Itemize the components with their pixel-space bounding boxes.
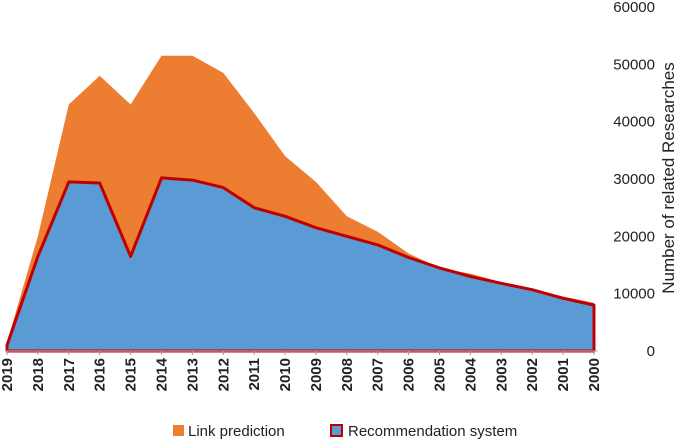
y-tick-label-0: 0 [647, 343, 655, 360]
legend-swatch-recommendation-system [330, 424, 343, 437]
x-tick-label-2014: 2014 [154, 357, 171, 391]
x-tick-label-2011: 2011 [246, 358, 263, 391]
y-tick-label-10000: 10000 [613, 286, 655, 303]
legend-label-link-prediction: Link prediction [188, 423, 285, 440]
y-axis-title: Number of related Researches [659, 62, 678, 294]
x-tick-label-2004: 2004 [462, 357, 479, 391]
x-tick-label-2008: 2008 [339, 358, 356, 391]
x-tick-label-2018: 2018 [30, 358, 47, 391]
x-tick-label-2001: 2001 [555, 358, 572, 391]
y-tick-label-20000: 20000 [613, 228, 655, 245]
y-tick-label-60000: 60000 [613, 0, 655, 16]
x-tick-label-2000: 2000 [586, 358, 603, 391]
plot-areas [5, 55, 596, 353]
x-axis-ticks: 2019 2018 2017 2016 2015 2014 2013 2012 2011 2010… [0, 351, 603, 391]
x-tick-label-2013: 2013 [184, 358, 201, 391]
x-tick-label-2017: 2017 [61, 358, 78, 391]
x-tick-label-2005: 2005 [432, 358, 449, 391]
x-tick-label-2007: 2007 [370, 358, 387, 391]
y-axis-ticks: 0 10000 20000 30000 40000 50000 60000 [613, 0, 655, 360]
x-tick-label-2019: 2019 [0, 358, 16, 391]
area-recommendation-system [5, 176, 596, 353]
y-tick-label-40000: 40000 [613, 114, 655, 131]
x-tick-label-2012: 2012 [215, 358, 232, 391]
x-tick-label-2002: 2002 [524, 358, 541, 391]
x-tick-label-2006: 2006 [401, 358, 418, 391]
y-tick-label-50000: 50000 [613, 56, 655, 73]
x-tick-label-2015: 2015 [123, 358, 140, 391]
x-tick-label-2016: 2016 [92, 358, 109, 391]
legend: Link prediction Recommendation system [173, 423, 517, 440]
x-tick-label-2010: 2010 [277, 358, 294, 391]
legend-label-recommendation-system: Recommendation system [348, 423, 517, 440]
x-tick-label-2003: 2003 [493, 358, 510, 391]
legend-item-link-prediction: Link prediction [173, 423, 285, 440]
x-tick-label-2009: 2009 [308, 358, 325, 391]
legend-item-recommendation-system: Recommendation system [330, 423, 517, 440]
y-tick-label-30000: 30000 [613, 171, 655, 188]
legend-swatch-link-prediction [173, 425, 184, 436]
